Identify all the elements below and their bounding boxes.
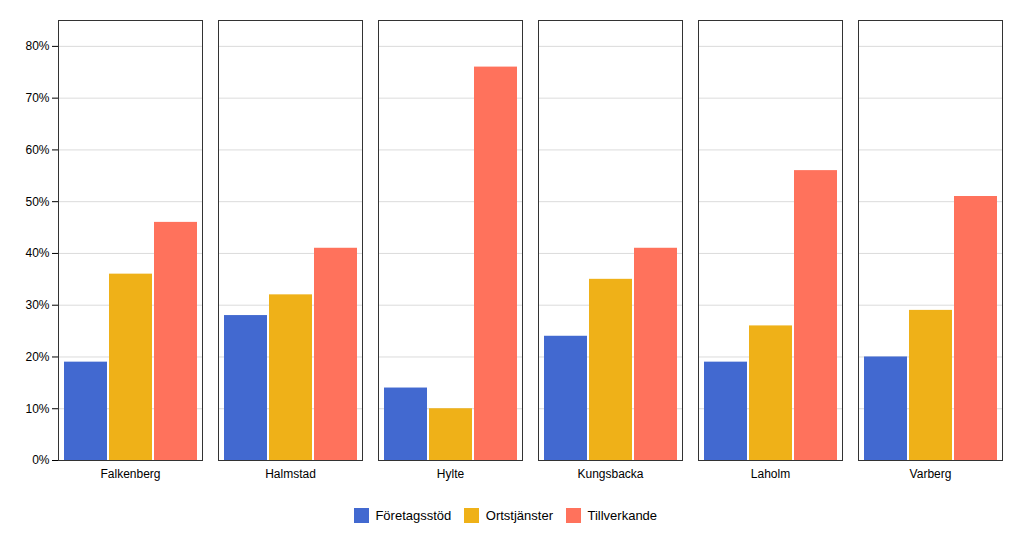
svg-text:Varberg: Varberg [910, 467, 952, 481]
svg-text:40%: 40% [25, 246, 49, 260]
svg-text:0%: 0% [32, 453, 50, 467]
svg-text:70%: 70% [25, 91, 49, 105]
svg-text:80%: 80% [25, 39, 49, 53]
svg-text:Laholm: Laholm [751, 467, 790, 481]
svg-text:30%: 30% [25, 298, 49, 312]
svg-text:50%: 50% [25, 195, 49, 209]
html-text:Företagsstöd: Företagsstöd [375, 508, 452, 523]
svg-text:10%: 10% [25, 402, 49, 416]
svg-text:Hylte: Hylte [437, 467, 465, 481]
html-text:Tillverkande: Tillverkande [587, 508, 658, 523]
svg-text:Halmstad: Halmstad [265, 467, 316, 481]
svg-text:Falkenberg: Falkenberg [100, 467, 160, 481]
svg-text:60%: 60% [25, 143, 49, 157]
svg-text:20%: 20% [25, 350, 49, 364]
html-text:Ortstjänster: Ortstjänster [485, 508, 553, 523]
svg-text:Kungsbacka: Kungsbacka [577, 467, 643, 481]
